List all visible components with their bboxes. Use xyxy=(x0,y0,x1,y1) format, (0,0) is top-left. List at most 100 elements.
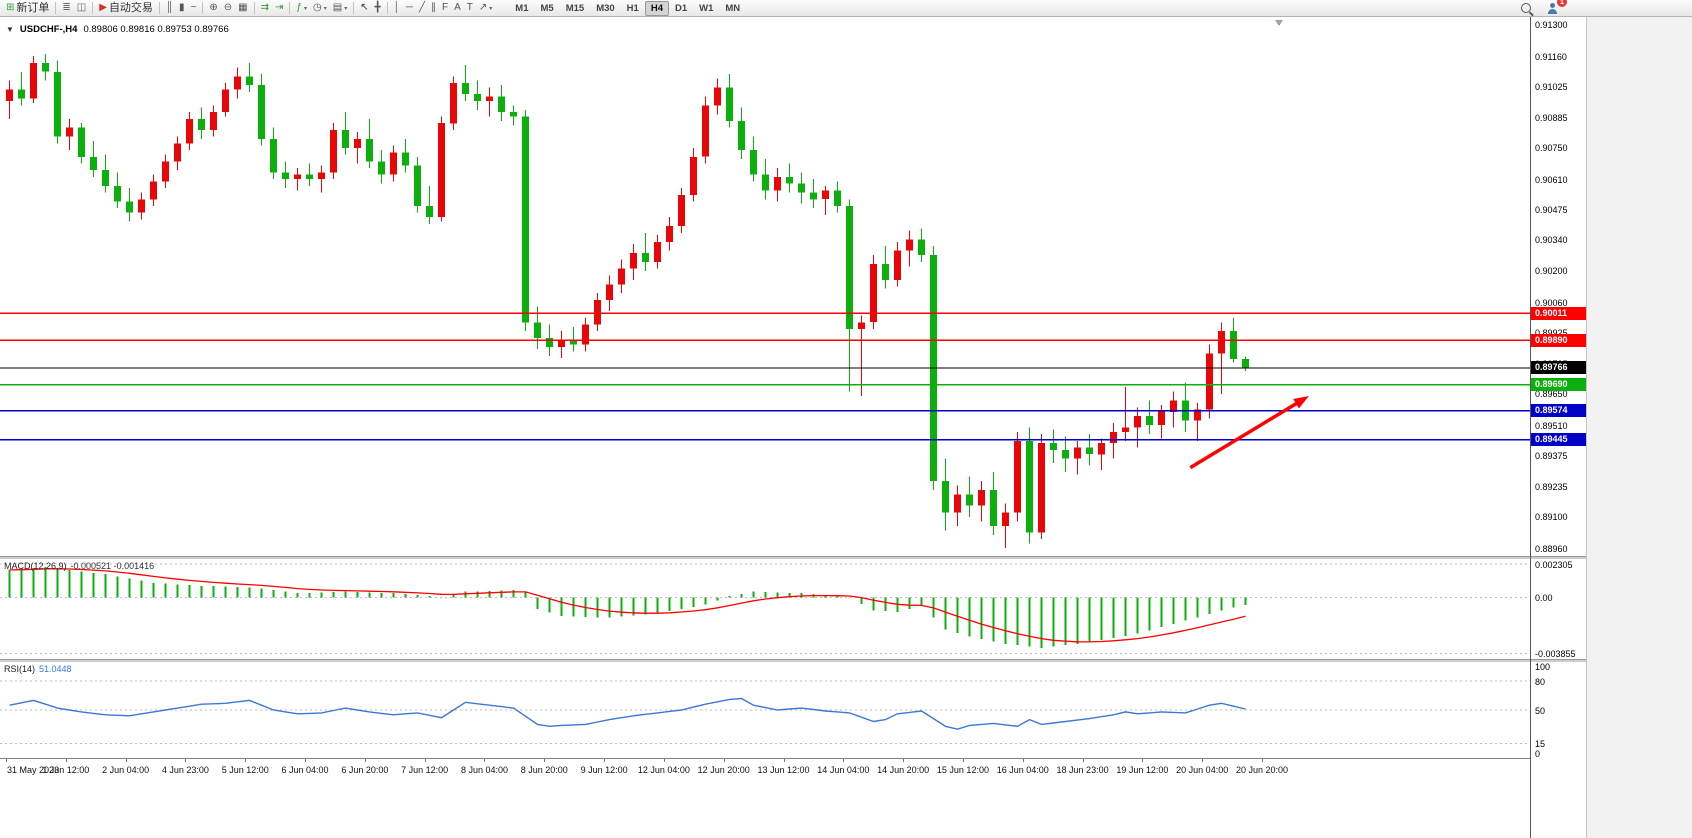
candle xyxy=(438,116,445,222)
cursor-button[interactable]: ↖ xyxy=(357,1,371,16)
candle xyxy=(330,123,337,180)
toolbar-separator xyxy=(353,2,355,14)
timeframe-mn-button[interactable]: MN xyxy=(725,2,741,14)
timeframe-d1-button[interactable]: D1 xyxy=(674,2,688,14)
arrows-button[interactable]: ↗ ▾ xyxy=(476,1,495,16)
time-axis[interactable]: 31 May 2023 1 Jun 12:00 2 Jun 04:00 4 Jun 2… xyxy=(0,758,1530,781)
toolbar: ⊞ 新订单 ≣ ◫ ▶ 自动交易 ║ ▮ ~ ⊕ ⊖ ▦ ⇉ ⇥ ƒ ▾ ◷ ▾ ▤ ▾ ↖ ╋ │ ─ ╱ ∥ F A T ↗ ▾ M1 M… xyxy=(0,0,1692,17)
candle xyxy=(1146,400,1153,435)
right-filler xyxy=(1586,17,1692,838)
timeframe-h4-button[interactable]: H4 xyxy=(644,0,669,16)
time-label: 4 Jun 23:00 xyxy=(161,765,209,775)
navigator-button[interactable]: ◫ xyxy=(74,1,89,16)
candle xyxy=(690,147,697,202)
crosshair-button[interactable]: ╋ xyxy=(372,1,384,16)
candle xyxy=(858,315,865,397)
bars-mode-button[interactable]: ║ xyxy=(163,1,176,16)
new-order-button[interactable]: ⊞ 新订单 xyxy=(3,1,52,16)
templates-button[interactable]: ▤ ▾ xyxy=(330,1,350,16)
candle xyxy=(450,76,457,130)
text-button[interactable]: A xyxy=(451,1,464,16)
tile-windows-button[interactable]: ▦ xyxy=(235,1,250,16)
line-mode-button[interactable]: ~ xyxy=(188,1,200,16)
account-button[interactable]: 1 xyxy=(1544,0,1567,16)
time-tick xyxy=(125,759,127,762)
macd-pane[interactable]: MACD(12,26,9) -0.000521 -0.001416 xyxy=(0,559,1530,659)
vertical-line-button[interactable]: │ xyxy=(391,1,403,16)
candle xyxy=(630,244,637,280)
zoom-in-button[interactable]: ⊕ xyxy=(206,1,220,16)
rsi-axis-label: 15 xyxy=(1535,739,1546,750)
time-tick xyxy=(1202,759,1204,762)
tile-windows-icon: ▦ xyxy=(238,2,248,13)
timeframe-m1-button[interactable]: M1 xyxy=(515,2,529,14)
panel-separator[interactable] xyxy=(0,556,1530,559)
candle xyxy=(1002,503,1009,549)
candle xyxy=(222,83,229,117)
candle xyxy=(642,232,649,271)
time-label: 20 Jun 04:00 xyxy=(1176,765,1229,775)
candle xyxy=(762,159,769,200)
periods-button[interactable]: ◷ ▾ xyxy=(310,1,330,16)
macd-svg xyxy=(0,563,1530,654)
macd-name: MACD(12,26,9) xyxy=(4,561,67,571)
candle xyxy=(906,230,913,267)
chart-dropdown-icon[interactable]: ▼ xyxy=(6,25,14,34)
time-label: 31 May 2023 xyxy=(6,765,60,775)
candle xyxy=(1242,356,1249,371)
candle xyxy=(30,56,37,104)
chart-title: ▼ USDCHF-,H4 0.89806 0.89816 0.89753 0.8… xyxy=(6,24,229,35)
candle xyxy=(138,192,145,220)
new-order-icon: ⊞ xyxy=(6,2,15,13)
indicators-button[interactable]: ƒ ▾ xyxy=(293,1,310,16)
candle xyxy=(342,112,349,155)
timeframe-m5-button[interactable]: M5 xyxy=(540,2,554,14)
price-gridline-label: 0.90060 xyxy=(1535,297,1568,308)
candle xyxy=(54,60,61,144)
panel-separator[interactable] xyxy=(0,659,1530,662)
channel-button[interactable]: ∥ xyxy=(428,1,439,16)
timeframe-h1-button[interactable]: H1 xyxy=(626,2,639,14)
auto-trading-button[interactable]: ▶ 自动交易 xyxy=(96,1,156,16)
time-label: 14 Jun 04:00 xyxy=(817,765,870,775)
market-watch-icon: ≣ xyxy=(62,2,71,13)
search-button[interactable] xyxy=(1518,1,1534,16)
candle xyxy=(594,293,601,332)
rsi-pane[interactable]: RSI(14) 51.0448 xyxy=(0,662,1530,758)
market-watch-button[interactable]: ≣ xyxy=(59,1,73,16)
toolbar-items: ⊞ 新订单 ≣ ◫ ▶ 自动交易 ║ ▮ ~ ⊕ ⊖ ▦ ⇉ ⇥ ƒ ▾ ◷ ▾ ▤ ▾ ↖ ╋ │ ─ ╱ ∥ F A T ↗ ▾ xyxy=(3,0,495,16)
price-gridline-label: 0.89375 xyxy=(1535,450,1568,461)
candle xyxy=(558,331,565,359)
time-label: 8 Jun 04:00 xyxy=(460,765,508,775)
main-chart-pane[interactable]: ▼ USDCHF-,H4 0.89806 0.89816 0.89753 0.8… xyxy=(0,17,1530,556)
chart-shift-marker[interactable] xyxy=(1275,20,1284,26)
time-label: 7 Jun 12:00 xyxy=(401,765,449,775)
zoom-out-button[interactable]: ⊖ xyxy=(221,1,235,16)
price-axis[interactable]: 0.91300 0.91160 0.91025 0.90885 0.90750 0.906… xyxy=(1530,17,1586,838)
candle xyxy=(1026,427,1033,544)
timeframe-w1-button[interactable]: W1 xyxy=(699,2,714,14)
candle xyxy=(606,275,613,312)
time-tick xyxy=(544,759,546,762)
candle xyxy=(486,87,493,117)
rsi-axis-label: 100 xyxy=(1535,662,1551,672)
trend-arrow[interactable] xyxy=(1189,398,1303,470)
candle xyxy=(1170,391,1177,428)
candles-mode-button[interactable]: ▮ xyxy=(176,1,188,16)
chart-window: ▼ USDCHF-,H4 0.89806 0.89816 0.89753 0.8… xyxy=(0,17,1692,838)
text-label-button[interactable]: T xyxy=(464,1,476,16)
fibonacci-button[interactable]: F xyxy=(439,1,451,16)
chart-shift-button[interactable]: ⇥ xyxy=(272,1,286,16)
timeframe-m30-button[interactable]: M30 xyxy=(596,2,615,14)
candle xyxy=(498,85,505,121)
chart-plot-area[interactable]: ▼ USDCHF-,H4 0.89806 0.89816 0.89753 0.8… xyxy=(0,17,1530,838)
candle xyxy=(1158,405,1165,439)
candle xyxy=(102,154,109,193)
timeframe-m15-button[interactable]: M15 xyxy=(565,2,585,14)
auto-scroll-button[interactable]: ⇉ xyxy=(258,1,272,16)
time-tick xyxy=(6,759,7,762)
price-label-0.89690: 0.89690 xyxy=(1531,378,1586,392)
trendline-button[interactable]: ╱ xyxy=(416,1,428,16)
horizontal-line-button[interactable]: ─ xyxy=(403,1,416,16)
